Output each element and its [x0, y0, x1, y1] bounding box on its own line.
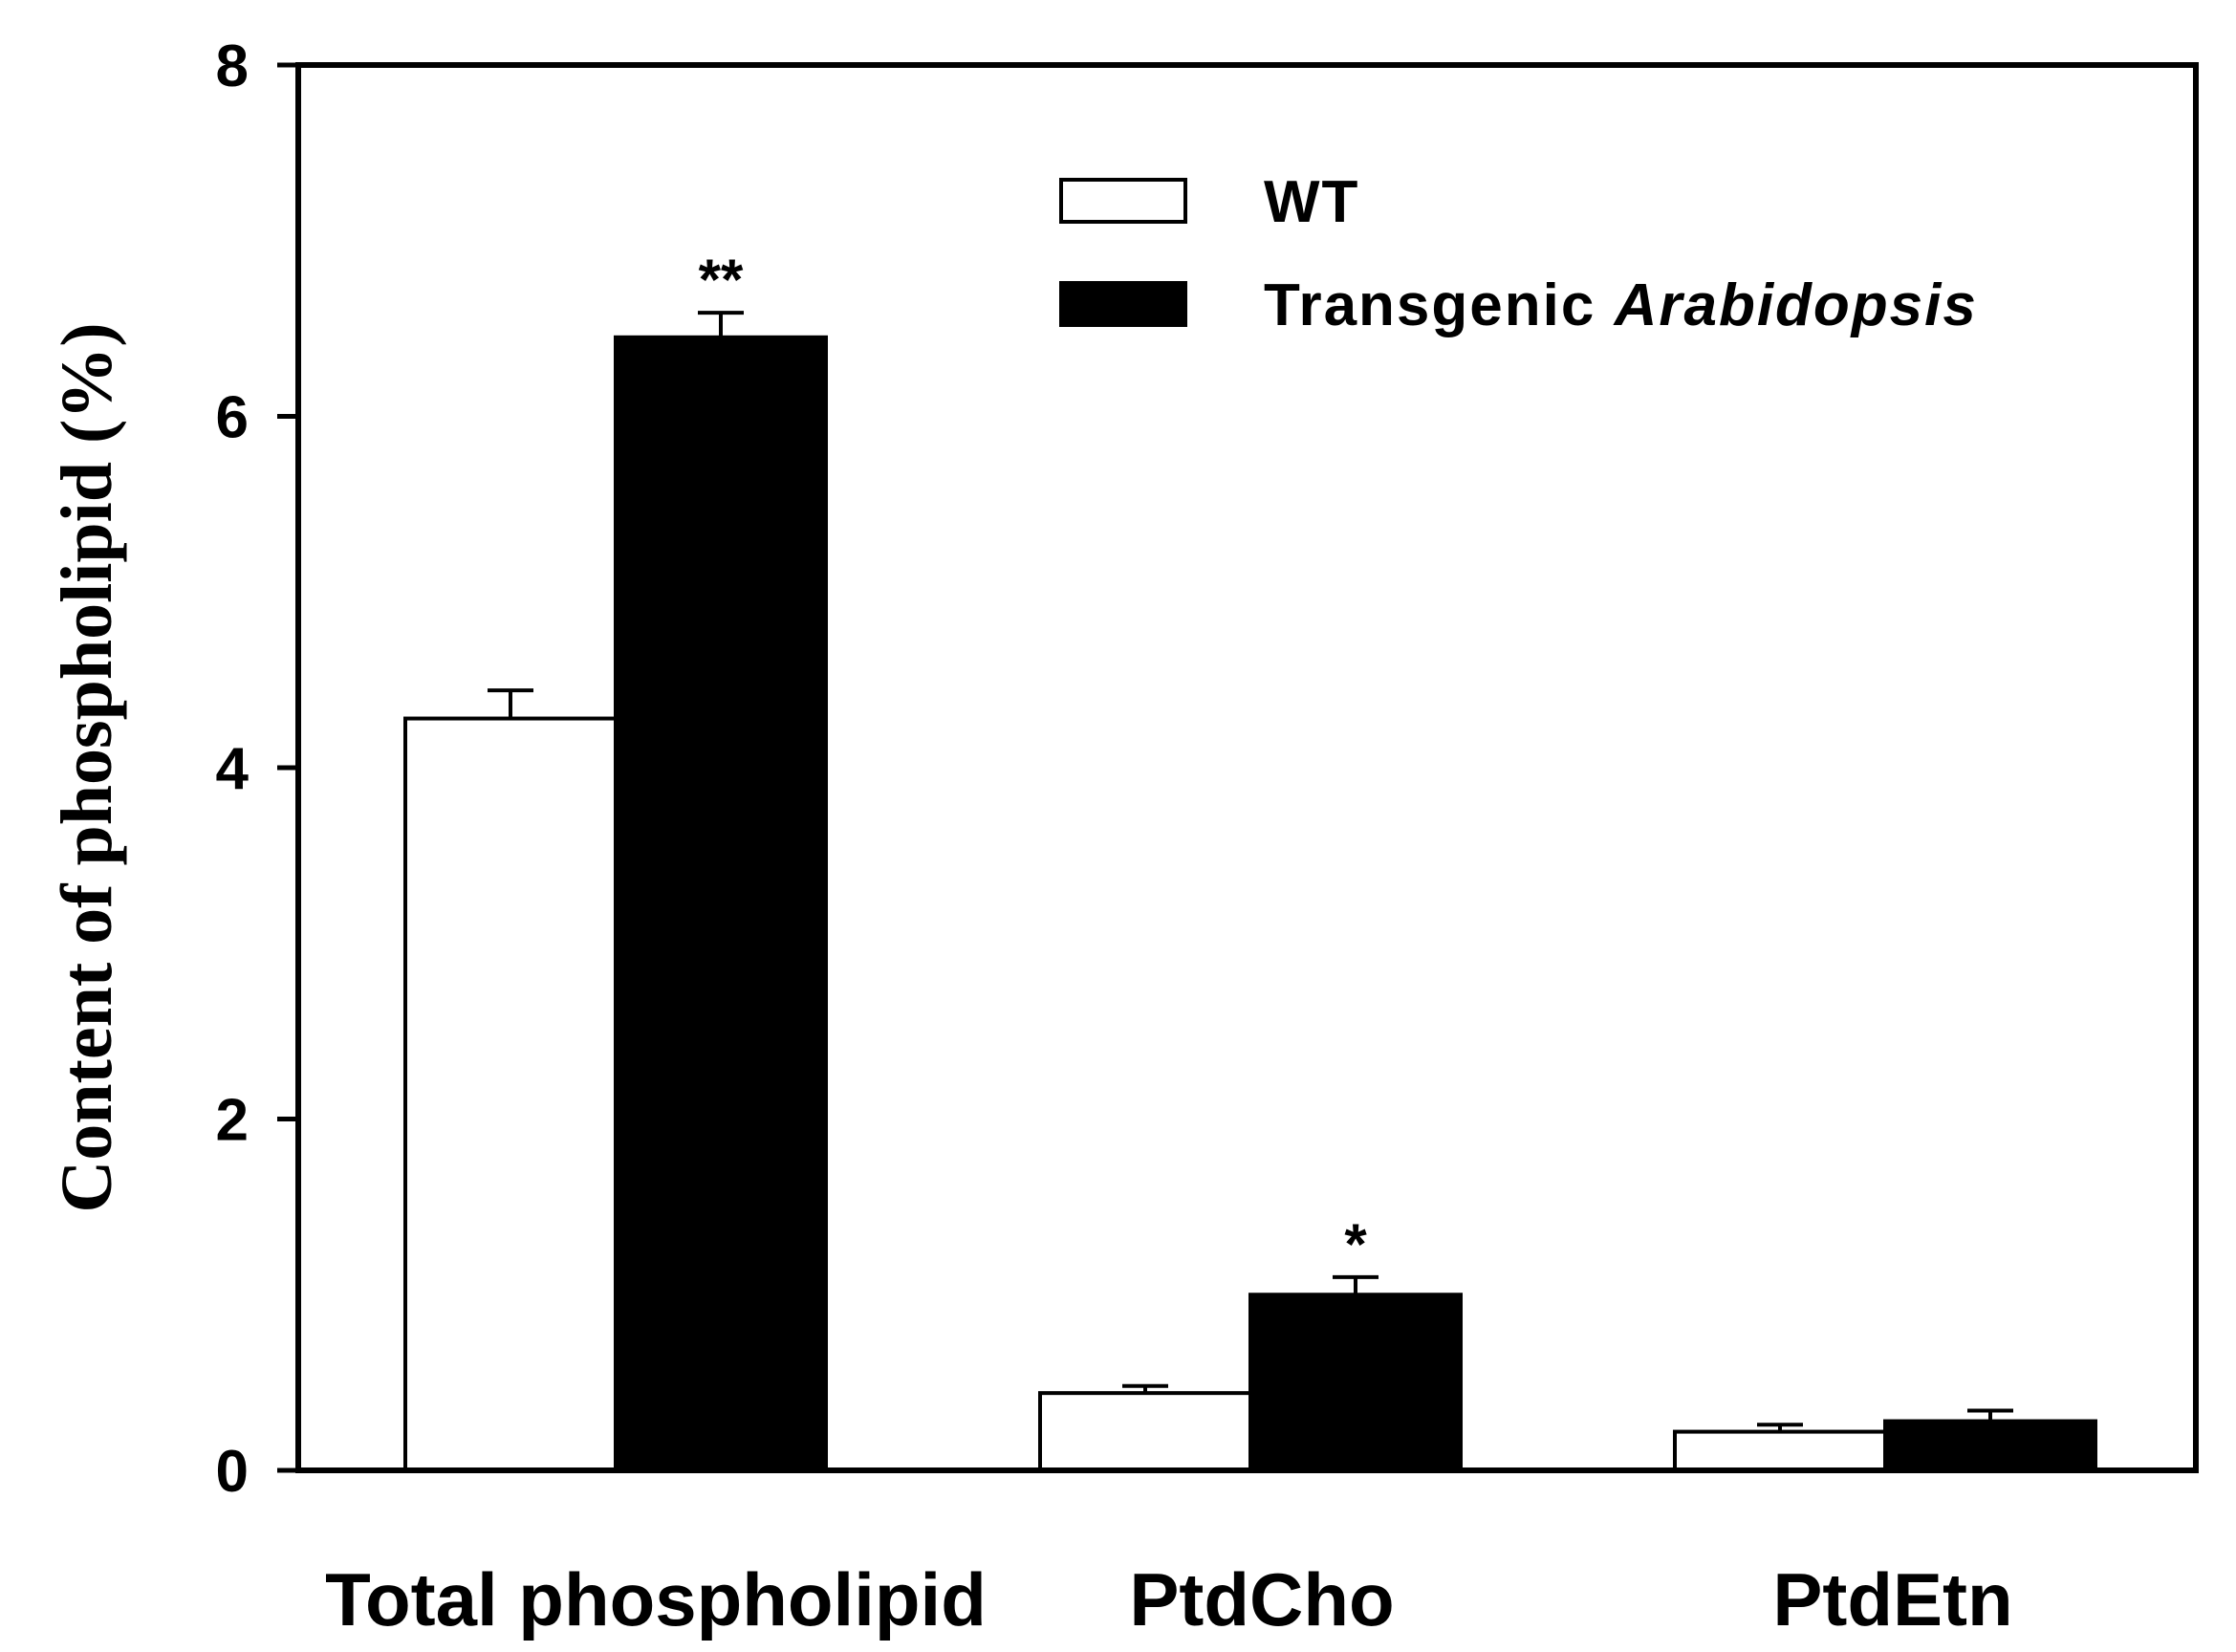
labels-layer: ***Total phospholipid PtdCho PtdEtn [325, 248, 2013, 1641]
y-tick-label: 0 [216, 1439, 249, 1505]
y-axis-label: Content of phospholipid (%) [47, 322, 127, 1212]
category-label-2: PtdEtn [1772, 1557, 2012, 1641]
bar-wt-2 [1673, 1429, 1887, 1472]
bars-layer [403, 311, 2097, 1473]
category-label-1: PtdCho [1129, 1557, 1394, 1641]
legend-swatch-transgenic [1059, 281, 1187, 327]
y-tick-label: 6 [216, 385, 249, 451]
axes-layer: 0 2 4 6 8 Content of phospholipid (%) [47, 33, 2199, 1505]
bar-transgenic-2 [1883, 1419, 2097, 1473]
legend-label-transgenic: Transgenic Arabidopsis [1264, 272, 1978, 338]
legend-label-text: Transgenic [1264, 272, 1615, 338]
y-tick-label: 8 [216, 33, 249, 99]
legend: WT Transgenic Arabidopsis [1059, 169, 1978, 338]
legend-label-text: WT [1264, 169, 1359, 235]
bar-transgenic-1 [1248, 1293, 1463, 1472]
significance-mark: * [1344, 1212, 1367, 1276]
bar-wt-0 [403, 716, 618, 1472]
legend-swatch-wt [1059, 178, 1187, 224]
y-tick-label: 2 [216, 1088, 249, 1154]
y-tick-label: 4 [216, 736, 250, 802]
legend-label-italic: Arabidopsis [1613, 272, 1978, 338]
significance-mark: ** [699, 248, 744, 312]
category-label-0: Total phospholipid [325, 1557, 987, 1641]
bar-transgenic-0 [614, 335, 828, 1472]
bar-wt-1 [1038, 1391, 1252, 1473]
legend-label-wt: WT [1264, 169, 1359, 235]
